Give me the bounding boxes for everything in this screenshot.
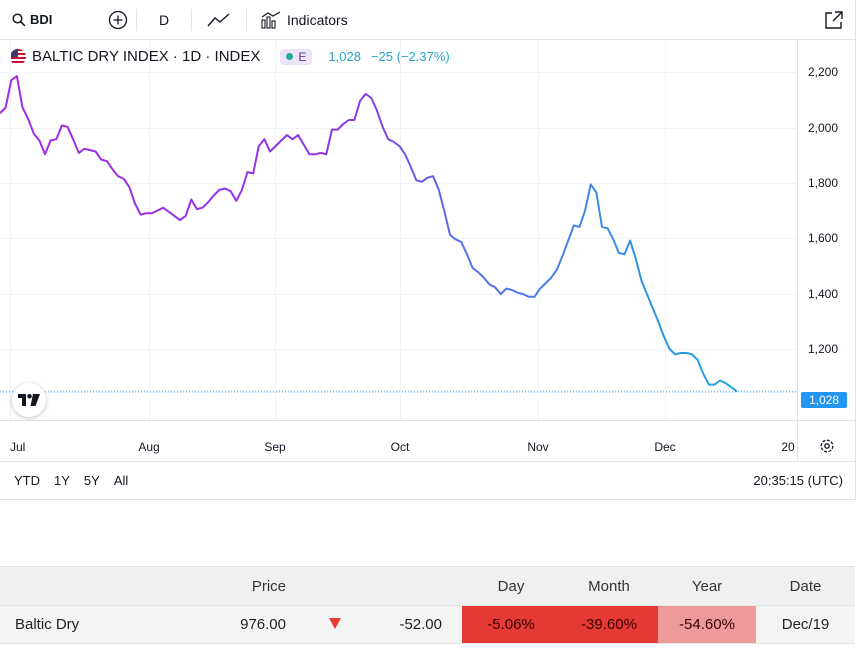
y-tick-label: 1,800 (808, 176, 838, 190)
y-tick-label: 1,200 (808, 342, 838, 356)
toolbar-divider (191, 8, 192, 31)
row-month-change: -39.60% (560, 605, 658, 644)
range-1y-button[interactable]: 1Y (54, 473, 70, 488)
tradingview-logo[interactable] (12, 383, 46, 417)
row-day-change: -5.06% (462, 605, 560, 644)
header-year: Year (658, 566, 756, 606)
down-arrow-icon (290, 605, 380, 644)
legend-change: −25 (−2.37%) (370, 49, 450, 64)
interval-button[interactable]: D (158, 11, 170, 28)
open-fullscreen-button[interactable] (823, 9, 845, 34)
price-series (0, 75, 738, 393)
chart-grid (0, 40, 797, 420)
chart-style-button[interactable] (192, 0, 246, 40)
plus-circle-icon (108, 10, 128, 29)
price-chart[interactable]: 2,200 2,000 1,800 1,600 1,400 1,200 Jul Aug Sep… (0, 40, 855, 461)
x-tick-label: Sep (264, 440, 286, 454)
compare-symbol-button[interactable] (100, 0, 136, 40)
y-tick-label: 2,200 (808, 65, 838, 79)
toolbar-divider (246, 8, 247, 31)
x-tick-label: 20 (781, 440, 795, 454)
quotes-table: Price Day Month Year Date Baltic Dry 976… (0, 566, 855, 644)
indicators-button[interactable]: Indicators (247, 0, 348, 40)
x-tick-label: Jul (10, 440, 25, 454)
price-axis[interactable]: 2,200 2,000 1,800 1,600 1,400 1,200 (808, 65, 838, 356)
chart-toolbar: BDI D Indicators (0, 0, 855, 40)
x-tick-label: Nov (527, 440, 548, 454)
line-chart-icon (207, 12, 230, 26)
y-tick-label: 2,000 (808, 121, 838, 135)
chart-widget: BDI D Indicators BALTIC DRY INDEX · 1D ·… (0, 0, 856, 500)
status-badge[interactable]: E (280, 48, 313, 65)
indicators-icon (261, 10, 281, 29)
range-all-button[interactable]: All (113, 473, 129, 488)
legend-title: BALTIC DRY INDEX · 1D · INDEX (32, 48, 261, 65)
date-range-bar: YTD 1Y 5Y All 20:35:15 (UTC) (0, 461, 855, 499)
header-change (380, 566, 462, 606)
gear-icon (820, 439, 834, 453)
x-tick-label: Aug (138, 440, 159, 454)
symbol-search[interactable]: BDI (0, 0, 100, 40)
market-status-dot (286, 53, 294, 60)
header-arrow (290, 566, 380, 606)
external-link-icon (825, 11, 843, 29)
row-date: Dec/19 (756, 605, 855, 644)
table-header-row: Price Day Month Year Date (0, 566, 855, 606)
us-flag-icon (10, 48, 26, 65)
utc-clock[interactable]: 20:35:15 (UTC) (753, 473, 843, 488)
y-tick-label: 1,600 (808, 231, 838, 245)
row-price: 976.00 (175, 605, 290, 644)
y-tick-label: 1,400 (808, 287, 838, 301)
chart-settings-button[interactable] (818, 437, 836, 460)
row-change: -52.00 (380, 605, 462, 644)
x-tick-label: Dec (654, 440, 675, 454)
time-axis[interactable]: Jul Aug Sep Oct Nov Dec 20 (10, 440, 795, 454)
series-line (0, 75, 738, 393)
badge-label: E (298, 49, 307, 64)
row-year-change: -54.60% (658, 605, 756, 644)
symbol-label: BDI (30, 12, 53, 27)
chart-legend: BALTIC DRY INDEX · 1D · INDEX E 1,028 −2… (10, 48, 450, 65)
tradingview-logo-icon (18, 394, 40, 406)
last-price-label: 1,028 (801, 392, 847, 408)
legend-last-value: 1,028 (328, 49, 361, 64)
range-ytd-button[interactable]: YTD (14, 473, 40, 488)
range-5y-button[interactable]: 5Y (83, 473, 100, 488)
header-price: Price (175, 566, 290, 606)
indicators-label: Indicators (287, 11, 348, 28)
search-icon (12, 12, 26, 26)
header-day: Day (462, 566, 560, 606)
header-name (0, 566, 175, 606)
x-tick-label: Oct (391, 440, 410, 454)
header-month: Month (560, 566, 658, 606)
toolbar-divider (136, 8, 137, 31)
table-row[interactable]: Baltic Dry 976.00 -52.00 -5.06% -39.60% … (0, 605, 855, 644)
header-date: Date (756, 566, 855, 606)
row-name[interactable]: Baltic Dry (0, 605, 175, 644)
